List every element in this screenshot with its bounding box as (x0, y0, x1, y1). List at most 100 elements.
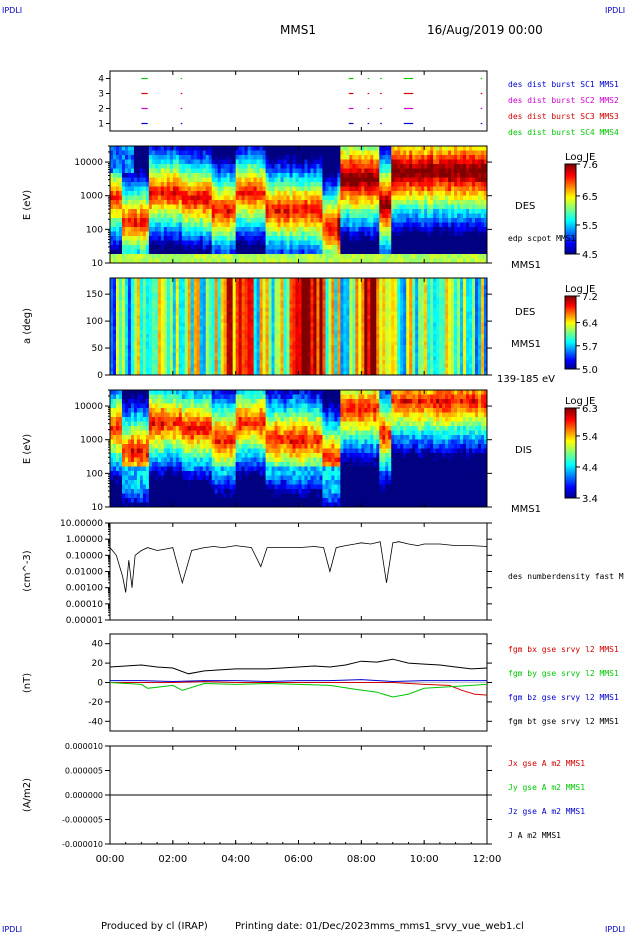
des-pitch-cell (214, 326, 219, 331)
des-energy-cell (133, 168, 138, 174)
des-energy-cell (433, 195, 437, 201)
des-pitch-cell (157, 337, 162, 342)
des-energy-cell (409, 168, 413, 174)
des-energy-cell (244, 173, 249, 178)
des-energy-cell (277, 159, 281, 165)
des-energy-cell (124, 222, 129, 228)
des-energy-cell (382, 182, 386, 187)
des-energy-cell (271, 209, 275, 214)
des-pitch-cell (256, 300, 260, 305)
des-pitch-cell (253, 307, 258, 312)
des-energy-cell (115, 164, 120, 169)
des-pitch-cell (229, 337, 234, 342)
des-energy-cell (343, 222, 347, 228)
des-pitch-cell (205, 307, 210, 312)
des-energy-cell (244, 231, 249, 237)
des-energy-cell (349, 168, 353, 174)
des-pitch-cell (172, 333, 177, 339)
des-energy-cell (469, 254, 473, 259)
des-energy-cell (235, 204, 240, 210)
des-pitch-cell (208, 311, 213, 316)
des-energy-cell (430, 159, 434, 165)
des-pitch-cell (241, 326, 246, 331)
des-energy-cell (319, 240, 323, 246)
des-energy-cell (247, 186, 252, 192)
des-energy-cell (202, 204, 207, 210)
des-energy-cell (283, 182, 287, 187)
des-energy-cell (466, 249, 470, 255)
des-pitch-cell (286, 307, 290, 312)
des-energy-cell (484, 218, 487, 223)
des-energy-cell (241, 218, 246, 223)
des-energy-cell (325, 204, 329, 210)
des-energy-cell (217, 236, 222, 241)
des-energy-cell (184, 209, 189, 214)
des-pitch-cell (196, 300, 201, 305)
des-pitch-cell (169, 333, 174, 339)
des-pitch-cell (208, 307, 213, 312)
des-energy-cell (226, 182, 231, 187)
des-energy-cell (295, 186, 299, 192)
des-pitch-cell (139, 307, 144, 312)
des-energy-cell (316, 191, 320, 196)
des-energy-cell (256, 182, 260, 187)
des-pitch-cell (163, 281, 168, 286)
des-energy-cell (415, 168, 419, 174)
des-energy-cell (139, 155, 144, 160)
des-energy-cell (466, 204, 470, 210)
des-energy-cell (439, 245, 443, 250)
des-energy-cell (403, 191, 407, 196)
des-energy-cell (310, 245, 314, 250)
des-energy-cell (322, 177, 326, 183)
des-energy-cell (160, 245, 165, 250)
des-energy-cell (139, 186, 144, 192)
des-energy-cell (295, 191, 299, 196)
des-pitch-cell (133, 300, 138, 305)
des-energy-cell (217, 186, 222, 192)
des-pitch-cell (127, 341, 132, 346)
des-pitch-cell (256, 292, 260, 298)
des-energy-cell (436, 227, 440, 232)
des-energy-cell (454, 200, 458, 205)
des-pitch-cell (139, 315, 144, 320)
des-pitch-cell (223, 278, 228, 283)
des-pitch-cell (169, 296, 174, 301)
des-pitch-cell (160, 296, 165, 301)
des-pitch-cell (286, 296, 290, 301)
des-pitch-cell (244, 326, 249, 331)
des-energy-cell (235, 236, 240, 241)
des-pitch-cell (145, 371, 150, 375)
des-pitch-cell (241, 300, 246, 305)
des-energy-cell (205, 200, 210, 205)
des-energy-cell (481, 254, 485, 259)
des-energy-cell (145, 245, 150, 250)
des-energy-cell (112, 222, 117, 228)
des-energy-cell (154, 186, 159, 192)
des-energy-cell (205, 222, 210, 228)
des-energy-cell (274, 191, 278, 196)
des-pitch-cell (124, 304, 129, 309)
des-pitch-cell (238, 281, 243, 286)
des-energy-cell (247, 195, 252, 201)
des-pitch-cell (253, 337, 258, 342)
des-energy-cell (394, 258, 398, 263)
des-energy-cell (238, 182, 243, 187)
des-pitch-cell (226, 371, 231, 375)
des-energy-cell (196, 231, 201, 237)
des-pitch-cell (110, 311, 114, 316)
des-energy-cell (370, 164, 374, 169)
des-pitch-cell (277, 337, 281, 342)
des-pitch-cell (139, 300, 144, 305)
des-energy-cell (178, 195, 183, 201)
des-energy-cell (427, 155, 431, 160)
des-energy-cell (385, 204, 389, 210)
des-pitch-cell (118, 356, 123, 361)
des-pitch-cell (256, 337, 260, 342)
des-energy-cell (271, 195, 275, 201)
des-energy-cell (367, 182, 371, 187)
des-pitch-cell (292, 330, 296, 335)
des-energy-cell (235, 146, 240, 151)
des-energy-cell (328, 159, 332, 165)
des-energy-cell (307, 218, 311, 223)
des-energy-cell (277, 204, 281, 210)
